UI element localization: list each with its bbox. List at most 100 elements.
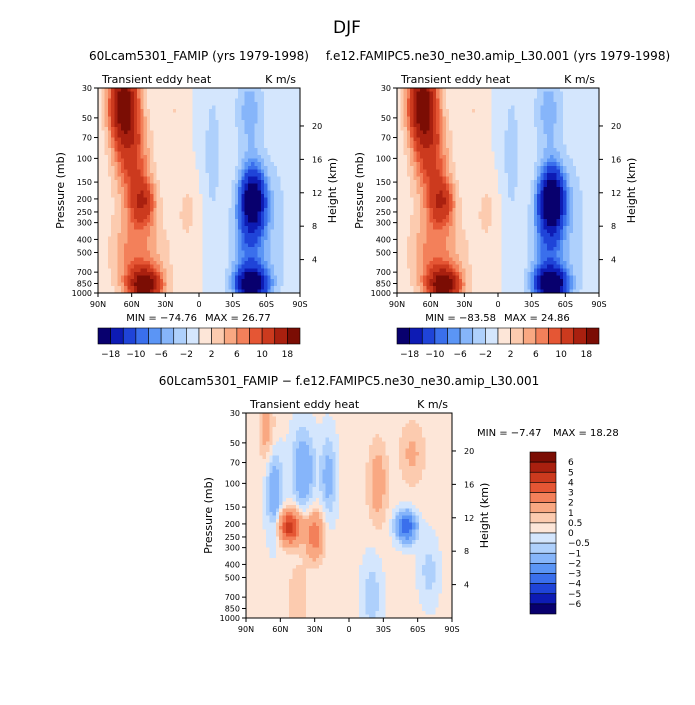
field-cell	[143, 208, 148, 213]
field-cell	[254, 285, 259, 291]
field-cell	[202, 102, 207, 107]
field-cell	[244, 208, 249, 213]
panel-title: 60Lcam5301_FAMIP (yrs 1979-1998)	[89, 49, 309, 63]
field-cell	[212, 179, 216, 185]
field-cell	[166, 141, 171, 146]
field-cell	[273, 105, 278, 110]
field-cell	[585, 98, 590, 103]
field-cell	[114, 88, 119, 93]
field-cell	[150, 95, 154, 100]
field-cell	[199, 190, 203, 195]
field-cell	[205, 289, 210, 294]
field-cell	[189, 155, 194, 160]
field-cell	[120, 250, 125, 255]
field-cell	[114, 232, 119, 238]
field-cell	[260, 243, 265, 248]
field-cell	[400, 102, 405, 107]
field-cell	[127, 112, 132, 117]
field-cell	[293, 275, 298, 280]
field-cell	[140, 243, 145, 248]
field-cell	[179, 169, 184, 174]
field-cell	[442, 88, 447, 93]
field-cell	[182, 183, 187, 188]
field-cell	[205, 172, 210, 177]
field-cell	[296, 208, 301, 213]
field-cell	[514, 88, 519, 93]
field-cell	[172, 215, 177, 220]
field-cell	[212, 268, 216, 273]
field-cell	[159, 133, 164, 139]
field-cell	[176, 236, 181, 241]
field-cell	[212, 211, 216, 216]
field-cell	[205, 144, 210, 149]
field-cell	[543, 95, 548, 100]
field-cell	[111, 137, 115, 142]
field-cell	[293, 243, 298, 248]
field-cell	[267, 116, 272, 121]
field-cell	[111, 278, 115, 283]
field-cell	[442, 102, 447, 107]
field-cell	[166, 162, 171, 167]
field-cell	[185, 172, 190, 177]
field-cell	[101, 197, 106, 202]
field-cell	[172, 98, 177, 103]
field-cell	[176, 201, 181, 206]
field-cell	[130, 133, 135, 139]
field-cell	[277, 289, 282, 294]
field-cell	[290, 116, 295, 121]
field-cell	[257, 172, 262, 177]
field-cell	[267, 109, 272, 114]
field-cell	[202, 176, 207, 181]
field-cell	[215, 179, 220, 185]
field-cell	[150, 254, 154, 259]
field-cell	[185, 130, 190, 135]
field-cell	[137, 130, 141, 135]
field-cell	[212, 261, 216, 266]
field-cell	[244, 148, 249, 153]
field-cell	[137, 141, 141, 146]
field-cell	[215, 98, 220, 103]
field-cell	[290, 289, 295, 294]
field-cell	[277, 282, 282, 287]
field-cell	[156, 222, 161, 227]
field-cell	[150, 172, 154, 177]
field-cell	[270, 243, 275, 248]
field-cell	[260, 141, 265, 146]
field-cell	[114, 105, 119, 110]
field-cell	[111, 165, 115, 170]
field-cell	[163, 98, 168, 103]
field-cell	[179, 155, 184, 160]
field-cell	[133, 116, 138, 121]
field-cell	[127, 204, 132, 209]
field-cell	[179, 172, 184, 177]
field-cell	[185, 98, 190, 103]
field-cell	[133, 169, 138, 174]
field-cell	[124, 218, 128, 223]
field-cell	[146, 239, 151, 245]
field-cell	[527, 91, 532, 96]
field-cell	[254, 148, 259, 153]
field-cell	[270, 162, 275, 167]
field-cell	[153, 239, 158, 245]
field-cell	[150, 197, 154, 202]
field-cell	[150, 271, 154, 276]
field-cell	[182, 190, 187, 195]
field-cell	[257, 151, 262, 156]
field-cell	[445, 102, 450, 107]
field-cell	[205, 211, 210, 216]
field-cell	[163, 285, 168, 291]
field-cell	[205, 215, 210, 220]
field-cell	[156, 197, 161, 202]
field-cell	[192, 137, 197, 142]
field-cell	[254, 183, 259, 188]
field-cell	[192, 271, 197, 276]
field-cell	[143, 88, 148, 93]
field-cell	[286, 186, 291, 192]
field-cell	[550, 91, 554, 96]
field-cell	[172, 271, 177, 276]
field-cell	[107, 102, 112, 107]
field-cell	[208, 218, 213, 223]
field-cell	[137, 201, 141, 206]
field-cell	[290, 211, 295, 216]
field-cell	[185, 190, 190, 195]
